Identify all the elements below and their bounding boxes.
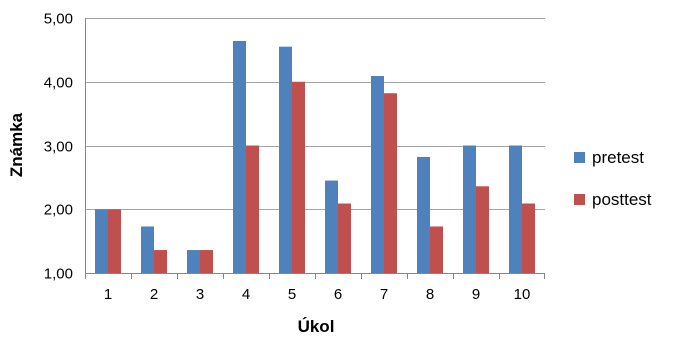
x-tick-label: 9 [472,286,480,303]
y-tick-label: 5,00 [44,11,73,28]
bar-pretest-9 [463,145,476,273]
bar-pretest-5 [279,46,292,273]
bar-pretest-7 [371,76,384,273]
legend-label-posttest: posttest [592,190,652,209]
x-tick-label: 8 [426,286,434,303]
x-tick-label: 7 [380,286,388,303]
bar-posttest-5 [292,81,305,273]
x-tick-label: 10 [514,286,531,303]
legend-item-posttest: posttest [574,190,652,209]
bar-posttest-6 [338,203,351,273]
bar-posttest-10 [522,203,535,273]
legend: pretest posttest [574,148,652,209]
x-tick-label: 3 [196,286,204,303]
bar-pretest-4 [233,40,246,274]
legend-item-pretest: pretest [574,148,644,167]
x-tick-label: 2 [150,286,158,303]
bar-posttest-7 [384,93,397,273]
bar-posttest-8 [430,226,443,273]
x-tick-label: 4 [242,286,250,303]
y-tick-label: 3,00 [44,139,73,156]
legend-swatch-pretest [574,152,585,163]
legend-label-pretest: pretest [592,148,644,167]
bar-posttest-9 [476,186,489,273]
y-tick-label: 4,00 [44,75,73,92]
bar-posttest-1 [108,209,121,273]
bar-pretest-10 [509,145,522,273]
x-tick-labels: 1 2 3 4 5 6 7 8 9 10 [104,286,531,303]
bars [95,40,535,274]
bar-pretest-3 [187,250,200,273]
bar-pretest-2 [141,226,154,273]
bar-pretest-8 [417,156,430,273]
y-axis-title: Známka [7,112,26,177]
y-tick-label: 2,00 [44,202,73,219]
y-tick-label: 1,00 [44,266,73,283]
bar-pretest-1 [95,209,108,273]
x-axis-title: Úkol [298,317,335,336]
legend-swatch-posttest [574,194,585,205]
x-tick-label: 1 [104,286,112,303]
bar-pretest-6 [325,180,338,273]
axes [85,18,545,279]
bar-posttest-3 [200,250,213,273]
bar-posttest-4 [246,145,259,273]
y-tick-labels: 1,00 2,00 3,00 4,00 5,00 [44,11,73,283]
x-tick-label: 5 [288,286,296,303]
bar-posttest-2 [154,250,167,273]
x-tick-label: 6 [334,286,342,303]
